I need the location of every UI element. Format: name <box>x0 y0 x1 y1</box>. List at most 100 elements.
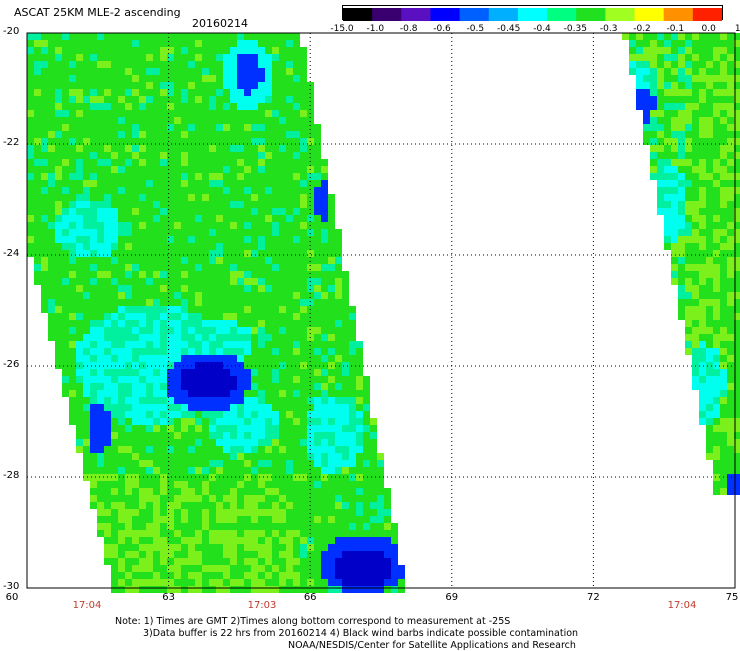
swath-pixel <box>706 215 713 222</box>
swath-pixel <box>202 530 209 537</box>
swath-pixel <box>699 75 706 82</box>
swath-pixel <box>76 418 83 425</box>
swath-pixel <box>90 453 97 460</box>
swath-pixel <box>209 376 216 383</box>
swath-pixel <box>293 572 300 579</box>
swath-pixel <box>83 117 90 124</box>
swath-pixel <box>314 453 321 460</box>
swath-pixel <box>118 327 125 334</box>
swath-pixel <box>118 243 125 250</box>
swath-pixel <box>195 243 202 250</box>
swath-pixel <box>34 110 41 117</box>
swath-pixel <box>146 530 153 537</box>
swath-pixel <box>188 390 195 397</box>
swath-pixel <box>181 61 188 68</box>
swath-pixel <box>90 376 97 383</box>
swath-pixel <box>342 397 349 404</box>
swath-pixel <box>111 453 118 460</box>
swath-pixel <box>41 124 48 131</box>
swath-pixel <box>160 89 167 96</box>
swath-pixel <box>244 166 251 173</box>
swath-pixel <box>195 341 202 348</box>
swath-pixel <box>727 439 734 446</box>
swath-pixel <box>132 516 139 523</box>
swath-pixel <box>356 516 363 523</box>
swath-pixel <box>335 502 342 509</box>
swath-pixel <box>181 68 188 75</box>
swath-pixel <box>734 313 740 320</box>
swath-pixel <box>300 446 307 453</box>
swath-pixel <box>734 159 740 166</box>
swath-pixel <box>188 383 195 390</box>
swath-pixel <box>188 572 195 579</box>
swath-pixel <box>216 75 223 82</box>
swath-pixel <box>118 320 125 327</box>
swath-pixel <box>160 40 167 47</box>
swath-pixel <box>272 404 279 411</box>
swath-pixel <box>734 362 740 369</box>
swath-pixel <box>307 103 314 110</box>
swath-pixel <box>244 201 251 208</box>
swath-pixel <box>146 376 153 383</box>
swath-pixel <box>125 341 132 348</box>
swath-pixel <box>146 173 153 180</box>
swath-pixel <box>356 502 363 509</box>
swath-pixel <box>335 446 342 453</box>
swath-pixel <box>125 481 132 488</box>
swath-pixel <box>335 544 342 551</box>
swath-pixel <box>146 61 153 68</box>
swath-pixel <box>69 362 76 369</box>
swath-pixel <box>685 131 692 138</box>
swath-pixel <box>727 362 734 369</box>
swath-pixel <box>139 327 146 334</box>
swath-pixel <box>223 502 230 509</box>
swath-pixel <box>34 138 41 145</box>
swath-pixel <box>734 54 740 61</box>
swath-pixel <box>188 530 195 537</box>
swath-pixel <box>48 306 55 313</box>
colorbar-label: 0.0 <box>701 24 716 34</box>
swath-pixel <box>181 54 188 61</box>
swath-pixel <box>720 292 727 299</box>
swath-pixel <box>118 558 125 565</box>
swath-pixel <box>195 460 202 467</box>
swath-pixel <box>244 460 251 467</box>
swath-pixel <box>307 96 314 103</box>
swath-pixel <box>160 397 167 404</box>
swath-pixel <box>279 271 286 278</box>
swath-pixel <box>69 369 76 376</box>
swath-pixel <box>139 236 146 243</box>
swath-pixel <box>734 439 740 446</box>
swath-pixel <box>139 439 146 446</box>
swath-pixel <box>111 75 118 82</box>
swath-pixel <box>230 264 237 271</box>
swath-pixel <box>685 187 692 194</box>
swath-pixel <box>209 453 216 460</box>
swath-pixel <box>300 390 307 397</box>
swath-pixel <box>139 173 146 180</box>
swath-pixel <box>118 194 125 201</box>
swath-pixel <box>132 341 139 348</box>
swath-pixel <box>335 285 342 292</box>
swath-pixel <box>279 558 286 565</box>
swath-pixel <box>223 495 230 502</box>
swath-pixel <box>370 516 377 523</box>
swath-pixel <box>349 495 356 502</box>
swath-pixel <box>321 320 328 327</box>
swath-pixel <box>62 383 69 390</box>
swath-pixel <box>272 82 279 89</box>
swath-pixel <box>153 264 160 271</box>
swath-pixel <box>265 278 272 285</box>
swath-pixel <box>265 523 272 530</box>
swath-pixel <box>90 299 97 306</box>
swath-pixel <box>314 495 321 502</box>
swath-pixel <box>83 124 90 131</box>
swath-pixel <box>349 341 356 348</box>
swath-pixel <box>244 320 251 327</box>
swath-pixel <box>132 320 139 327</box>
swath-pixel <box>41 229 48 236</box>
swath-pixel <box>132 460 139 467</box>
swath-pixel <box>118 411 125 418</box>
swath-pixel <box>209 383 216 390</box>
swath-pixel <box>293 579 300 586</box>
